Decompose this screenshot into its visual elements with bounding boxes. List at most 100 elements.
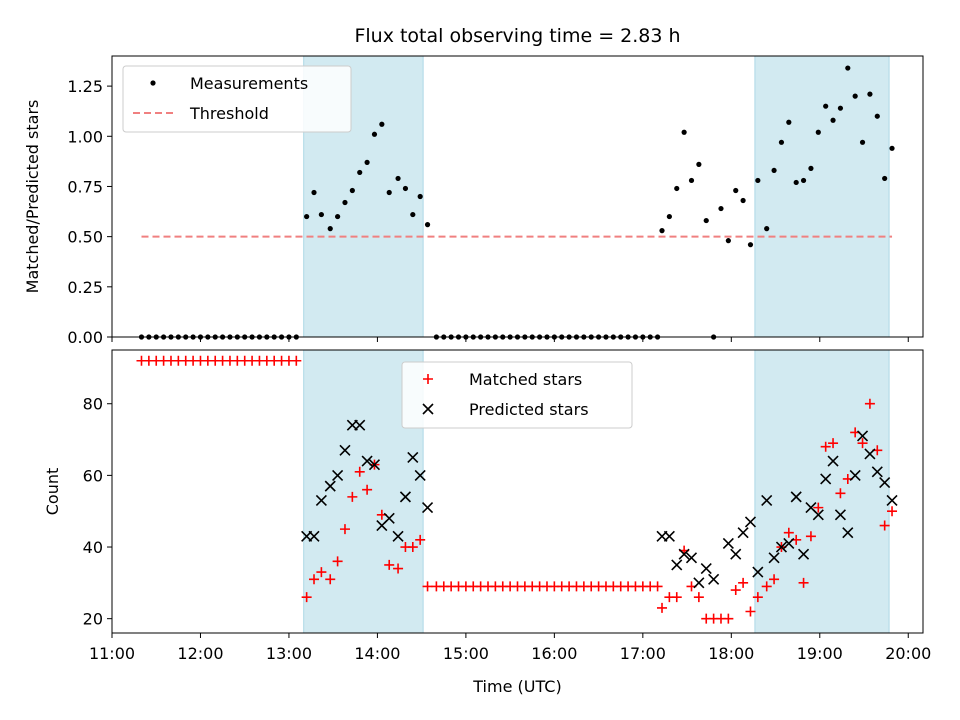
predicted-star-point [693, 577, 705, 589]
measurement-point [410, 211, 416, 218]
measurement-point [335, 213, 341, 220]
measurement-point [395, 175, 401, 182]
predicted-star-point [399, 491, 412, 503]
matched-star-point [325, 574, 336, 585]
y-axis-label: Count [43, 468, 62, 516]
measurement-point [755, 177, 761, 184]
predicted-star-point [708, 573, 720, 585]
chart-title: Flux total observing time = 2.83 h [354, 25, 680, 47]
measurement-point [311, 189, 317, 196]
measurement-point [771, 167, 777, 174]
matched-star-point [769, 574, 780, 585]
matched-star-point [761, 581, 772, 592]
measurement-point [402, 185, 409, 192]
predicted-star-point [879, 476, 891, 489]
y-tick-label: 20 [83, 610, 103, 629]
matched-star-point [347, 491, 358, 502]
predicted-star-point [752, 566, 764, 578]
y-tick-label: 60 [83, 466, 103, 485]
y-tick-label: 0.00 [67, 328, 103, 347]
y-tick-label: 40 [83, 538, 103, 557]
measurement-point [852, 93, 858, 99]
predicted-star-point [421, 502, 434, 514]
predicted-star-point [678, 548, 690, 560]
predicted-star-point [361, 455, 373, 467]
measurement-point [417, 193, 423, 200]
measurement-point [830, 117, 836, 123]
shaded-region [754, 55, 890, 338]
matched-star-point [384, 559, 395, 570]
measurement-point [889, 145, 895, 151]
predicted-star-point [414, 469, 426, 481]
legend-box [401, 361, 633, 429]
measurement-point [357, 169, 363, 176]
predicted-star-point [368, 459, 381, 471]
x-tick-label: 14:00 [354, 644, 400, 663]
legend-label: Measurements [190, 74, 308, 93]
measurement-point [696, 161, 702, 167]
matched-star-point [291, 355, 302, 366]
matched-star-point [864, 398, 875, 409]
matched-star-point [798, 577, 809, 588]
x-tick-label: 13:00 [266, 644, 312, 663]
legend-x-marker [422, 403, 434, 415]
x-tick-label: 17:00 [620, 644, 666, 663]
measurement-point [845, 65, 851, 71]
predicted-star-point [886, 494, 898, 507]
measurement-point [764, 226, 770, 232]
x-tick-label: 12:00 [177, 644, 223, 663]
matched-star-point [362, 484, 373, 495]
predicted-star-point [827, 455, 839, 467]
x-tick-label: 20:00 [885, 644, 931, 663]
matched-star-point [752, 592, 763, 603]
matched-star-point [407, 542, 418, 553]
legend-plus-marker [423, 374, 433, 384]
measurement-point [733, 187, 739, 194]
predicted-star-point [744, 516, 757, 528]
measurement-point [882, 175, 888, 182]
measurement-point [808, 165, 814, 171]
predicted-star-point [761, 494, 773, 507]
measurement-point [786, 119, 792, 125]
matched-star-point [354, 466, 365, 477]
measurement-point [867, 91, 873, 97]
x-axis-label: Time (UTC) [472, 677, 561, 696]
measurement-point [318, 211, 324, 218]
measurement-point [342, 199, 348, 206]
measurement-point [386, 189, 392, 196]
predicted-star-point [685, 552, 698, 564]
measurement-point [747, 242, 754, 248]
predicted-star-point [700, 562, 712, 575]
matched-star-point [820, 441, 831, 452]
predicted-star-point [324, 480, 336, 492]
matched-star-point [652, 581, 663, 592]
matched-star-point [393, 563, 404, 574]
predicted-star-point [820, 473, 832, 485]
predicted-star-point [383, 512, 395, 524]
measurement-point [837, 105, 844, 111]
matched-star-point [805, 531, 816, 542]
legend-box [122, 65, 352, 133]
legend-label: Threshold [189, 104, 269, 123]
predicted-star-point [722, 537, 734, 550]
predicted-star-point [768, 552, 780, 564]
measurement-point [674, 185, 680, 192]
y-tick-label: 1.25 [67, 77, 103, 96]
plot-frame [111, 55, 924, 338]
predicted-star-point [308, 530, 320, 542]
predicted-star-point [354, 419, 366, 431]
predicted-star-point [864, 448, 876, 460]
measurement-point [718, 205, 724, 212]
measurement-point [859, 139, 866, 145]
matched-star-point [723, 613, 734, 624]
predicted-star-point [849, 469, 861, 481]
measurement-point [666, 213, 672, 220]
measurement-point [349, 187, 355, 194]
measurement-point [364, 159, 370, 165]
matched-star-point [316, 567, 327, 578]
predicted-star-point [671, 559, 683, 571]
matched-star-point [657, 602, 668, 613]
matched-star-point [339, 524, 350, 535]
y-tick-label: 0.25 [67, 278, 103, 297]
